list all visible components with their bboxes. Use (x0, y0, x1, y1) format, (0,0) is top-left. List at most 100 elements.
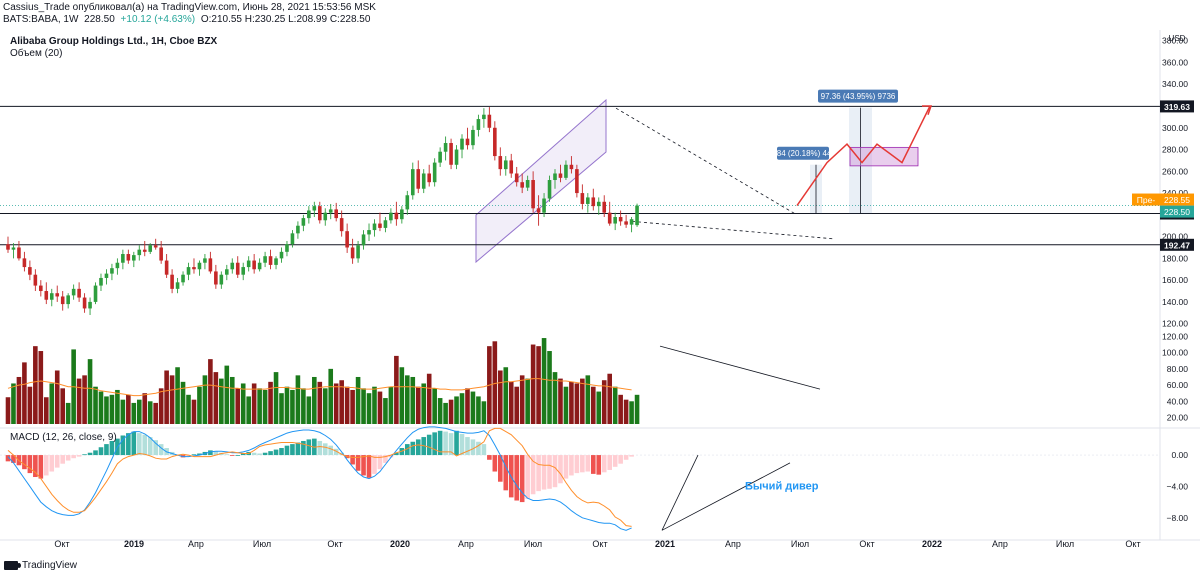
candle-body (514, 173, 519, 183)
volume-bar (519, 375, 525, 424)
macd-histogram-bar (601, 455, 607, 473)
candle-body (312, 206, 317, 211)
candle-body (274, 258, 278, 265)
volume-bar (54, 370, 60, 424)
candle-body (170, 274, 174, 289)
volume-bar (98, 391, 104, 424)
volume-bar (87, 359, 93, 424)
candle-body (569, 164, 574, 170)
macd-histogram-bar (487, 455, 492, 460)
macd-histogram-bar (388, 455, 394, 458)
candle-body (553, 173, 557, 181)
candle-body (586, 197, 590, 204)
candle-body (219, 274, 224, 285)
volume-bar (344, 386, 350, 424)
macd-pane: Бычий дивер (0, 426, 1160, 531)
time-tick-label: Апр (188, 539, 204, 549)
macd-histogram-bar (11, 455, 16, 463)
candle-body (328, 209, 333, 213)
candle-body (498, 156, 503, 170)
candle-body (88, 301, 92, 309)
candle-body (159, 247, 163, 261)
time-tick-label: Окт (859, 539, 874, 549)
macd-histogram-bar (142, 434, 148, 456)
candle-body (383, 220, 388, 228)
volume-bar (470, 391, 476, 424)
candle-body (421, 173, 426, 189)
candle-body (153, 245, 158, 248)
volume-bar (262, 389, 268, 424)
measure-label: 97.36 (43.95%) 9736 (821, 92, 896, 101)
macd-histogram-bar (585, 455, 591, 472)
last-price: 228.50 (84, 14, 115, 25)
macd-histogram-bar (109, 440, 115, 456)
volume-bar (11, 383, 16, 424)
time-tick-label: 2019 (124, 539, 144, 549)
chart-canvas[interactable]: 44.84 (20.18%) 4484 97.36 (43.95%) 9736 Б… (0, 27, 1200, 557)
volume-bar (508, 381, 514, 424)
time-tick-label: Апр (725, 539, 741, 549)
volume-bar (569, 381, 574, 424)
volume-bar (175, 367, 180, 424)
volume-bar (476, 396, 481, 424)
volume-bar (514, 386, 520, 424)
volume-bar (33, 346, 38, 424)
candle-body (181, 274, 185, 283)
price-tick-label: 160.00 (1162, 275, 1188, 285)
candle-body (536, 208, 541, 213)
macd-histogram-bar (279, 448, 284, 456)
macd-histogram-bar (366, 455, 372, 478)
price-tick-label: 240.00 (1162, 188, 1188, 198)
volume-bar (235, 388, 241, 424)
candle-body (449, 143, 453, 165)
volume-bar (465, 388, 470, 424)
candle-body (252, 260, 256, 270)
macd-histogram-bar (563, 455, 569, 479)
macd-histogram-bar (251, 452, 257, 456)
volume-bar (426, 373, 432, 424)
candle-body (110, 268, 114, 274)
volume-tick-label: 120.00 (1162, 331, 1188, 341)
candle-body (443, 143, 448, 152)
macd-histogram-bar (519, 455, 525, 503)
volume-bar (421, 383, 427, 424)
candle-body (575, 169, 579, 194)
candle-body (367, 230, 371, 235)
macd-histogram-bar (377, 455, 383, 470)
candle-body (400, 209, 404, 220)
volume-bar (213, 372, 219, 424)
macd-histogram-bar (552, 455, 558, 488)
volume-bars (5, 338, 821, 424)
volume-bar (120, 399, 126, 424)
macd-histogram-bar (454, 430, 459, 456)
macd-histogram-bar (197, 453, 202, 456)
candle-body (405, 195, 410, 210)
volume-bar (383, 398, 388, 424)
volume-bar (312, 376, 317, 424)
macd-histogram-bar (514, 455, 520, 501)
volume-bar (317, 381, 323, 424)
time-tick-label: Апр (458, 539, 474, 549)
macd-histogram-bar (410, 441, 416, 456)
volume-bar (405, 375, 410, 424)
candle-body (558, 173, 563, 178)
macd-histogram-bar (607, 455, 612, 470)
macd-histogram-bar (443, 431, 448, 456)
candle-body (290, 233, 295, 245)
volume-bar (284, 386, 290, 424)
volume-bar (251, 383, 257, 424)
macd-histogram-bar (158, 444, 164, 456)
price-tag-label: 228.55 (1164, 195, 1190, 205)
candle-body (323, 212, 328, 221)
volume-tick-label: 40.00 (1167, 396, 1189, 406)
candle-body (93, 285, 98, 302)
candle-body (279, 251, 284, 259)
macd-histogram-bar (355, 455, 361, 471)
macd-histogram-bar (415, 439, 421, 456)
candle-body (361, 234, 366, 246)
volume-bar (16, 376, 22, 424)
time-tick-label: Июл (524, 539, 542, 549)
candle-body (389, 212, 393, 221)
volume-bar (394, 355, 399, 424)
volume-bar (366, 393, 372, 424)
